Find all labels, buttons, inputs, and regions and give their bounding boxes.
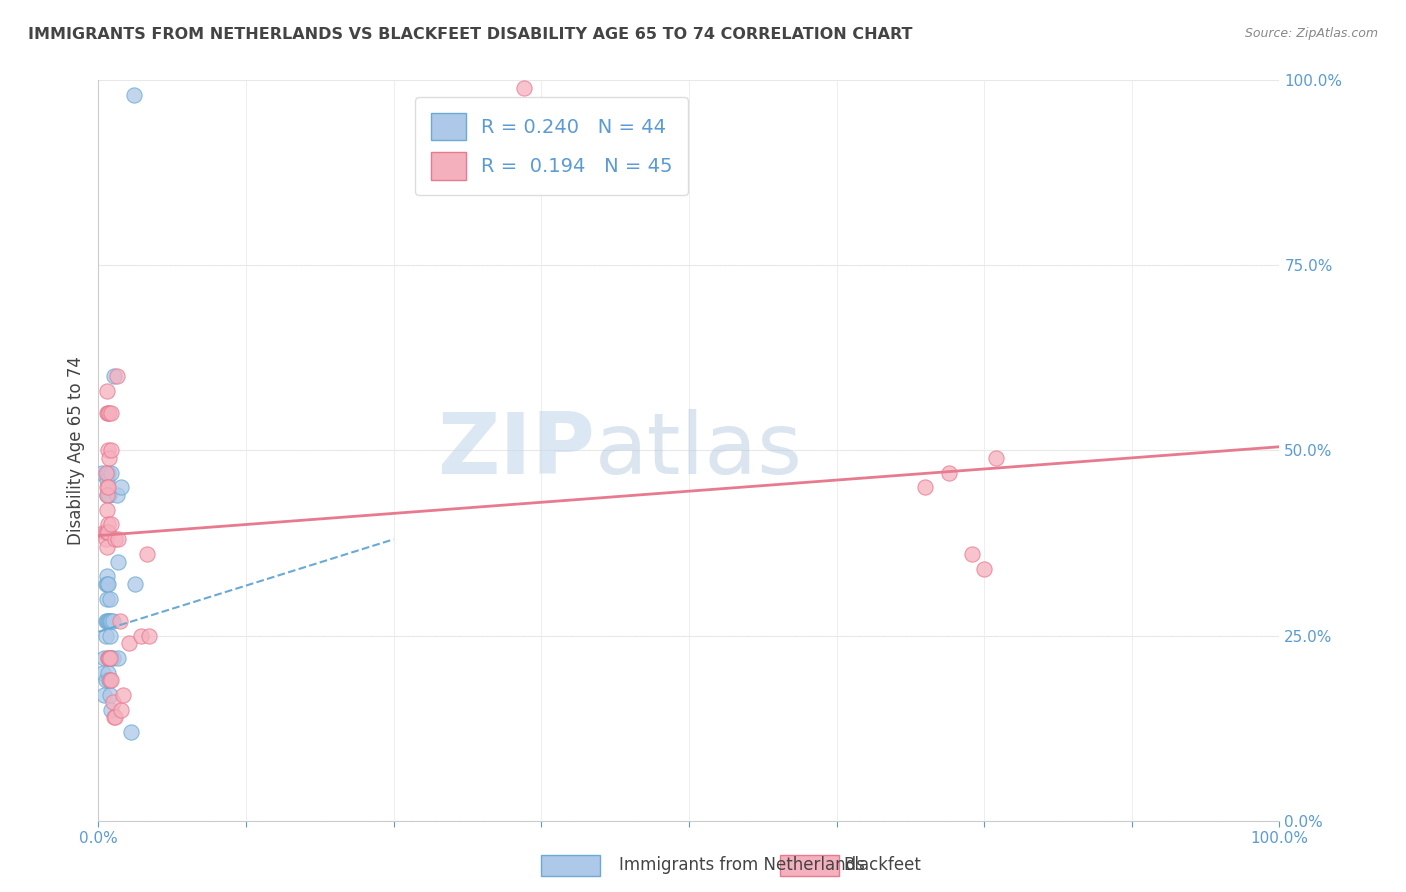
Point <box>98 614 121 628</box>
Point <box>104 710 127 724</box>
Point <box>96 569 118 583</box>
Point <box>107 533 129 547</box>
Point <box>105 369 128 384</box>
Point <box>96 407 118 421</box>
Point <box>98 407 121 421</box>
Point <box>110 703 132 717</box>
Point <box>96 540 118 554</box>
Point <box>98 650 121 665</box>
Point <box>98 591 121 606</box>
Point <box>94 614 117 628</box>
Point <box>122 88 145 103</box>
Text: atlas: atlas <box>595 409 803 492</box>
Point <box>105 488 128 502</box>
Point <box>96 384 118 399</box>
Point <box>98 650 121 665</box>
Point <box>97 407 120 421</box>
Y-axis label: Disability Age 65 to 74: Disability Age 65 to 74 <box>66 356 84 545</box>
Point <box>107 650 129 665</box>
Text: Source: ZipAtlas.com: Source: ZipAtlas.com <box>1244 27 1378 40</box>
Point <box>96 488 118 502</box>
Point <box>93 650 115 665</box>
Point <box>100 614 122 628</box>
Text: Immigrants from Netherlands: Immigrants from Netherlands <box>619 856 865 874</box>
Point <box>96 473 118 487</box>
Point <box>98 488 121 502</box>
Point <box>97 443 120 458</box>
Point <box>98 614 121 628</box>
Point <box>97 517 120 532</box>
Text: Blackfeet: Blackfeet <box>844 856 921 874</box>
Point <box>110 480 132 494</box>
Point <box>98 628 121 642</box>
Point <box>97 576 120 591</box>
Point <box>107 555 129 569</box>
Point <box>94 466 117 480</box>
Point <box>121 724 143 739</box>
Point <box>98 673 121 687</box>
Point <box>96 614 118 628</box>
Point <box>97 466 120 480</box>
Text: ZIP: ZIP <box>437 409 595 492</box>
Point <box>138 628 160 642</box>
Point <box>938 466 960 480</box>
Point <box>135 547 157 561</box>
Point <box>129 628 152 642</box>
Legend: R = 0.240   N = 44, R =  0.194   N = 45: R = 0.240 N = 44, R = 0.194 N = 45 <box>415 97 689 195</box>
Point <box>96 488 118 502</box>
Point <box>98 450 121 465</box>
Point <box>104 533 127 547</box>
Point <box>98 650 121 665</box>
Point <box>100 443 122 458</box>
Point <box>96 576 118 591</box>
Point <box>91 466 114 480</box>
Point <box>96 480 118 494</box>
Point <box>973 562 995 576</box>
Point <box>97 614 120 628</box>
Point <box>914 480 936 494</box>
Point <box>984 450 1007 465</box>
Point <box>124 576 146 591</box>
Point <box>103 369 125 384</box>
Point <box>512 80 534 95</box>
Point <box>100 517 122 532</box>
Point <box>97 488 120 502</box>
Point <box>101 695 124 709</box>
Point <box>97 524 120 539</box>
Point <box>93 524 115 539</box>
Point <box>94 673 117 687</box>
Point <box>94 628 117 642</box>
Point <box>96 524 118 539</box>
Point <box>112 688 135 702</box>
Point <box>101 650 124 665</box>
Point <box>97 650 120 665</box>
Point <box>97 665 120 680</box>
Point <box>103 710 125 724</box>
Point <box>100 407 122 421</box>
Point <box>98 673 121 687</box>
Point <box>96 466 118 480</box>
Point <box>100 466 122 480</box>
Point <box>98 650 121 665</box>
Point <box>100 673 122 687</box>
Point <box>91 665 114 680</box>
Point <box>101 614 124 628</box>
Point <box>97 480 120 494</box>
Point <box>97 650 120 665</box>
Point <box>108 614 131 628</box>
Text: IMMIGRANTS FROM NETHERLANDS VS BLACKFEET DISABILITY AGE 65 TO 74 CORRELATION CHA: IMMIGRANTS FROM NETHERLANDS VS BLACKFEET… <box>28 27 912 42</box>
Point <box>98 688 121 702</box>
Point <box>94 524 117 539</box>
Point <box>94 576 117 591</box>
Point <box>93 688 115 702</box>
Point <box>962 547 984 561</box>
Point <box>100 703 122 717</box>
Point <box>96 502 118 516</box>
Point <box>96 591 118 606</box>
Point <box>94 533 117 547</box>
Point <box>100 650 122 665</box>
Point <box>118 636 141 650</box>
